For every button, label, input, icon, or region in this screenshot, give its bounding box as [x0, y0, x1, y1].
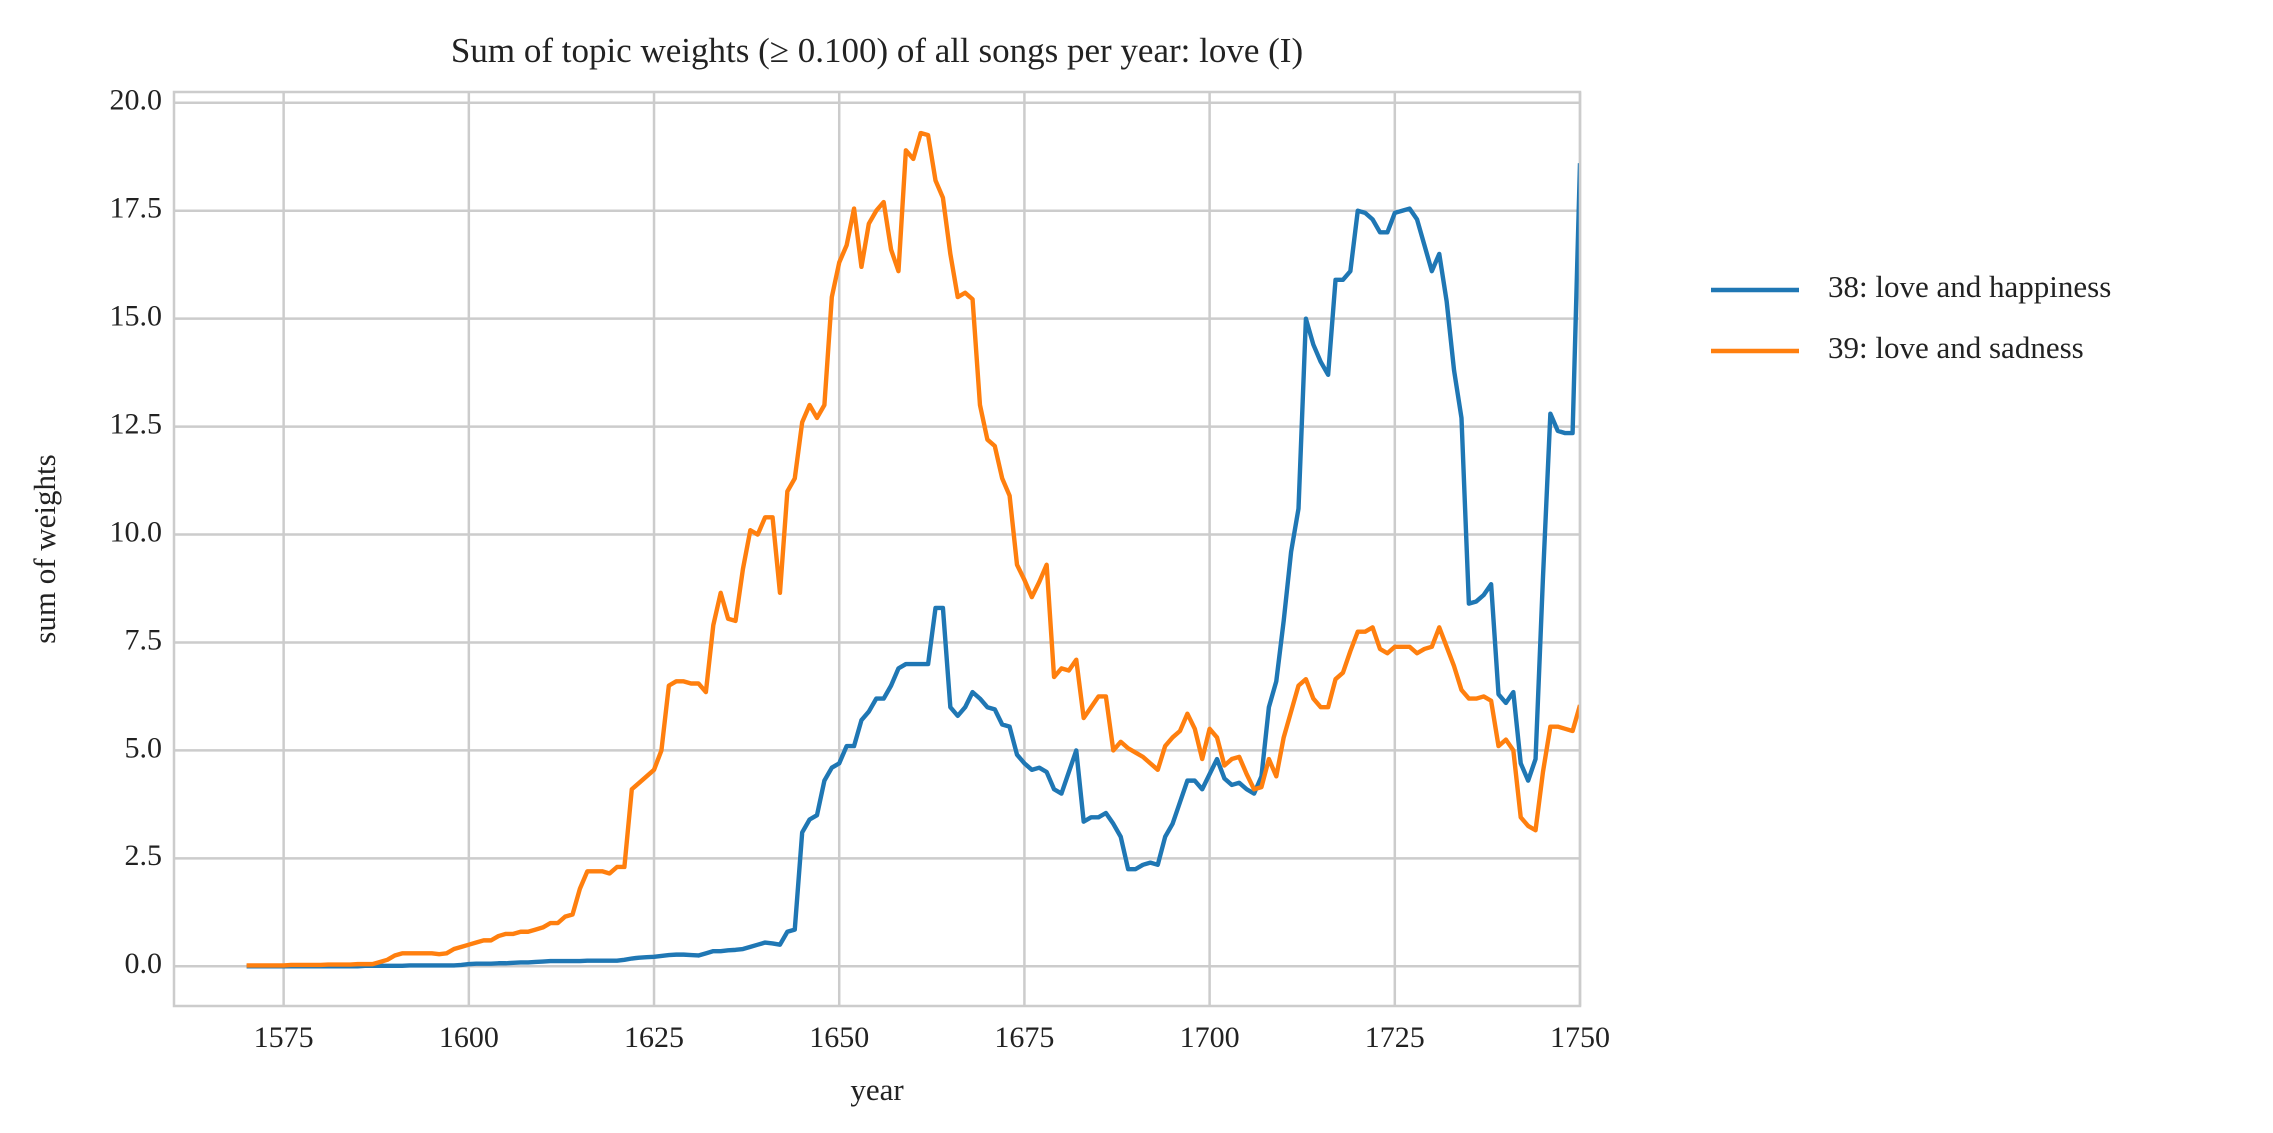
x-tick-label: 1750: [1550, 1021, 1610, 1054]
x-tick-label: 1725: [1365, 1021, 1425, 1054]
x-tick-label: 1625: [624, 1021, 684, 1054]
legend-label: 38: love and happiness: [1828, 269, 2111, 304]
y-tick-label: 0.0: [125, 947, 163, 980]
y-tick-label: 7.5: [125, 623, 163, 656]
data-line: [246, 163, 1580, 969]
y-tick-label: 17.5: [110, 192, 163, 225]
y-tick-label: 5.0: [125, 731, 163, 764]
y-axis-label: sum of weights: [27, 454, 62, 643]
tick-labels: 0.0 2.5 5.0 7.5 10.0 12.5 15.0 17.5 20.0 1575 1600…: [110, 84, 1611, 1054]
y-tick-label: 12.5: [110, 407, 163, 440]
x-tick-label: 1650: [809, 1021, 869, 1054]
data-line: [246, 130, 1580, 968]
y-tick-label: 10.0: [110, 515, 163, 548]
x-tick-label: 1575: [254, 1021, 314, 1054]
y-tick-label: 20.0: [110, 84, 163, 117]
legend-label: 39: love and sadness: [1828, 330, 2084, 365]
y-tick-label: 2.5: [125, 839, 163, 872]
x-tick-label: 1600: [439, 1021, 499, 1054]
plot-frame: [172, 90, 1582, 1008]
grid: [174, 92, 1582, 1006]
legend: 38: love and happiness 39: love and sadne…: [1711, 269, 2111, 365]
x-tick-label: 1700: [1180, 1021, 1240, 1054]
y-tick-label: 15.0: [110, 300, 163, 333]
chart-title: Sum of topic weights (≥ 0.100) of all so…: [451, 31, 1303, 70]
x-axis-label: year: [850, 1072, 904, 1107]
plot-area: [246, 130, 1580, 969]
x-tick-label: 1675: [994, 1021, 1054, 1054]
